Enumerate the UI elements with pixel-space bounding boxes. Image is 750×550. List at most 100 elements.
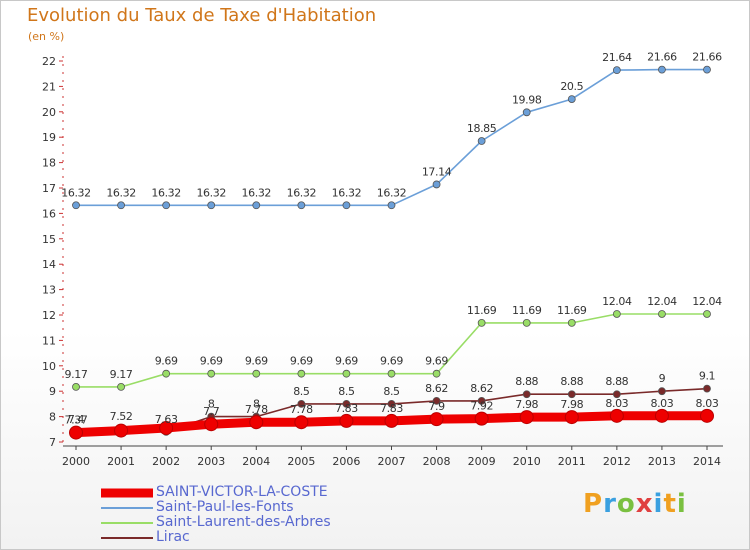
legend-label: SAINT-VICTOR-LA-COSTE [156, 484, 328, 500]
x-tick-label: 2010 [513, 455, 541, 468]
data-label: 16.32 [332, 186, 362, 199]
y-tick-label: 19 [42, 131, 56, 144]
logo-letter: o [616, 489, 636, 519]
data-point [384, 413, 399, 428]
data-label: 16.32 [242, 186, 272, 199]
data-label: 8.03 [605, 397, 628, 410]
legend-label: Lirac [156, 529, 190, 545]
x-tick-label: 2012 [603, 455, 631, 468]
data-label: 9.69 [380, 355, 403, 368]
x-tick-label: 2001 [107, 455, 135, 468]
x-tick-label: 2003 [197, 455, 225, 468]
data-point [474, 411, 489, 426]
data-point [387, 201, 396, 210]
data-label: 11.69 [512, 304, 542, 317]
data-point [72, 201, 80, 210]
x-tick-label: 2008 [423, 455, 451, 468]
data-label: 8.5 [383, 385, 400, 398]
proxiti-logo: Proxiti [583, 489, 687, 519]
data-label: 21.66 [692, 51, 722, 64]
data-point [567, 318, 576, 327]
data-label: 8.62 [425, 382, 448, 395]
data-point [114, 423, 129, 438]
x-tick-label: 2013 [648, 455, 676, 468]
x-tick-label: 2000 [62, 455, 90, 468]
data-point [252, 369, 261, 378]
data-labels: 7.37 7.7 7.78 7.78 7.83 7.83 7.9 7.92 7.98 7.98 8.… [61, 51, 722, 427]
y-tick-label: 13 [42, 284, 56, 297]
x-tick-label: 2007 [378, 455, 406, 468]
data-label: 7.92 [470, 400, 493, 413]
x-tick-label: 2009 [468, 455, 496, 468]
data-point [567, 390, 576, 399]
data-point [159, 421, 174, 436]
data-label: 16.32 [151, 186, 181, 199]
data-point [703, 384, 711, 393]
data-point [612, 390, 621, 399]
y-tick-label: 20 [42, 106, 56, 119]
y-tick-label: 17 [42, 182, 56, 195]
data-point [429, 412, 444, 427]
data-point [609, 408, 624, 423]
data-point [522, 318, 531, 327]
data-point [564, 410, 579, 425]
y-tick-label: 22 [42, 55, 56, 68]
data-label: 7.7 [203, 405, 220, 418]
data-label: 7.37 [65, 414, 88, 427]
data-label: 8.5 [293, 385, 310, 398]
data-point [162, 201, 171, 210]
x-tick-label: 2005 [287, 455, 315, 468]
data-label: 9.17 [110, 368, 133, 381]
data-point [477, 318, 486, 327]
data-point [297, 399, 306, 408]
data-point [162, 369, 171, 378]
x-tick-label: 2014 [693, 455, 721, 468]
data-label: 7.9 [428, 400, 445, 413]
data-point [294, 415, 309, 430]
data-point [522, 390, 531, 399]
data-point [342, 399, 351, 408]
data-label: 19.98 [512, 93, 542, 106]
data-point [339, 413, 354, 428]
data-point [703, 310, 711, 318]
data-label: 8.88 [515, 375, 538, 388]
logo-letter: P [583, 489, 604, 519]
data-label: 8.88 [605, 375, 628, 388]
logo-letter: i [653, 489, 664, 519]
data-label: 9.69 [155, 355, 178, 368]
data-label: 8.5 [338, 385, 355, 398]
data-label: 9.69 [335, 355, 358, 368]
y-tick-label: 14 [42, 258, 56, 271]
data-label: 7.78 [245, 403, 268, 416]
data-label: 7.78 [290, 403, 313, 416]
data-label: 8 [253, 398, 260, 411]
data-point [387, 399, 396, 408]
y-tick-label: 8 [49, 411, 56, 424]
data-label: 7.63 [155, 413, 178, 426]
legend-swatch [101, 506, 153, 509]
data-label: 8.03 [650, 397, 673, 410]
data-point [658, 65, 666, 74]
data-label: 9.69 [245, 355, 268, 368]
data-label: 11.69 [557, 304, 587, 317]
data-point [204, 417, 219, 432]
data-label: 9.1 [699, 370, 715, 383]
data-label: 12.04 [647, 295, 677, 308]
logo-letter: r [603, 489, 617, 519]
y-tick-label: 18 [42, 157, 56, 170]
data-point [69, 425, 83, 440]
data-label: 17.14 [422, 165, 452, 178]
logo-letter: x [635, 489, 654, 519]
data-label: 9.69 [290, 355, 313, 368]
data-label: 16.32 [287, 186, 317, 199]
x-tick-label: 2011 [558, 455, 586, 468]
data-point [342, 369, 351, 378]
chart-unit-label: (en %) [28, 30, 65, 43]
data-point [654, 408, 669, 423]
x-tick-label: 2004 [242, 455, 270, 468]
data-label: 16.32 [377, 186, 407, 199]
y-tick-label: 9 [49, 385, 56, 398]
data-point [252, 201, 261, 210]
chart-title: Evolution du Taux de Taxe d'Habitation [27, 5, 377, 26]
